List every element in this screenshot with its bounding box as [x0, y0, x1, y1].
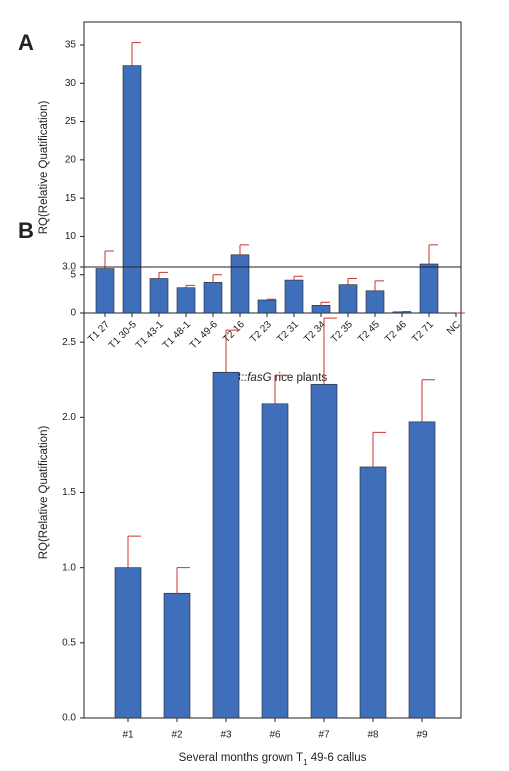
- y-axis-label: RQ(Relative Quatification): [38, 101, 50, 235]
- x-tick-label: T2 35: [329, 319, 355, 345]
- bar: [338, 284, 358, 314]
- x-tick-label: T2 31: [275, 319, 301, 345]
- error-bar: [176, 567, 190, 594]
- error-bar: [225, 329, 239, 373]
- bar: [310, 383, 338, 719]
- y-tick-label: 3.0: [62, 262, 76, 273]
- x-axis-label: Several months grown T1 49-6 callus: [179, 752, 367, 767]
- x-axis-label-part: Several months grown T: [179, 752, 303, 764]
- x-axis-label-part: 49-6 callus: [308, 752, 367, 764]
- error-bar: [127, 535, 141, 568]
- x-axis-label-part: rice plants: [272, 372, 328, 384]
- x-tick-label: T2 16: [221, 319, 247, 345]
- error-bar: [274, 374, 288, 404]
- error-bar: [374, 280, 384, 291]
- y-tick-label: 0.0: [62, 713, 76, 724]
- y-tick-label: 15: [65, 193, 77, 204]
- error-bar: [421, 379, 435, 422]
- error-bar: [293, 275, 303, 281]
- x-axis-label-part: 1: [303, 758, 308, 767]
- y-tick-label: 10: [65, 231, 77, 242]
- bar: [359, 466, 387, 719]
- bar: [408, 421, 436, 719]
- y-tick-label: 2.0: [62, 412, 76, 423]
- y-tick-label: 25: [65, 116, 77, 127]
- bar: [261, 403, 289, 719]
- bar: [95, 268, 115, 314]
- panel-label: A: [18, 30, 34, 55]
- bar: [114, 567, 142, 719]
- bar: [230, 254, 250, 314]
- error-bar: [428, 244, 438, 264]
- error-bar: [212, 274, 222, 283]
- x-tick-label: T1 49-6: [188, 319, 220, 351]
- bar: [176, 287, 196, 314]
- bar: [163, 592, 191, 719]
- y-tick-label: 0: [70, 308, 76, 319]
- x-tick-label: T2 71: [410, 319, 436, 345]
- bar: [212, 371, 240, 719]
- y-tick-label: 0.5: [62, 637, 76, 648]
- y-tick-label: 5: [70, 269, 76, 280]
- error-bar: [104, 250, 114, 269]
- bar: [122, 65, 142, 314]
- error-bar: [131, 42, 141, 66]
- x-tick-label: #9: [416, 730, 428, 741]
- x-tick-label: T1 43-1: [134, 319, 166, 351]
- bar: [365, 290, 385, 314]
- error-bar: [323, 317, 337, 385]
- y-tick-label: 1.5: [62, 487, 76, 498]
- x-tick-label: #3: [220, 730, 232, 741]
- x-tick-label: T2 45: [356, 319, 382, 345]
- y-tick-label: 20: [65, 154, 77, 165]
- panel-label: B: [18, 218, 34, 243]
- x-tick-label: #2: [171, 730, 183, 741]
- error-bar: [239, 244, 249, 255]
- x-tick-label: T2 23: [248, 319, 274, 345]
- error-bar: [320, 301, 330, 306]
- x-tick-label: NC: [445, 319, 463, 337]
- error-bar: [347, 278, 357, 285]
- x-tick-label: #7: [318, 730, 330, 741]
- y-axis-label: RQ(Relative Quatification): [38, 426, 50, 560]
- error-bar: [185, 284, 195, 288]
- y-tick-label: 35: [65, 40, 77, 51]
- bar: [419, 263, 439, 314]
- bar: [203, 282, 223, 314]
- x-tick-label: T2 46: [383, 319, 409, 345]
- x-tick-label: #1: [122, 730, 134, 741]
- x-tick-label: T1 30-5: [107, 319, 139, 351]
- y-tick-label: 2.5: [62, 337, 76, 348]
- error-bar: [266, 298, 276, 300]
- bar: [257, 299, 277, 314]
- bar: [311, 305, 331, 314]
- bar: [149, 278, 169, 314]
- y-tick-label: 30: [65, 78, 77, 89]
- x-tick-label: #6: [269, 730, 281, 741]
- x-tick-label: #8: [367, 730, 379, 741]
- bar: [392, 311, 412, 314]
- x-tick-label: T1 48-1: [161, 319, 193, 351]
- error-bar: [372, 431, 386, 467]
- y-tick-label: 1.0: [62, 562, 76, 573]
- bar: [284, 279, 304, 314]
- error-bar: [158, 271, 168, 279]
